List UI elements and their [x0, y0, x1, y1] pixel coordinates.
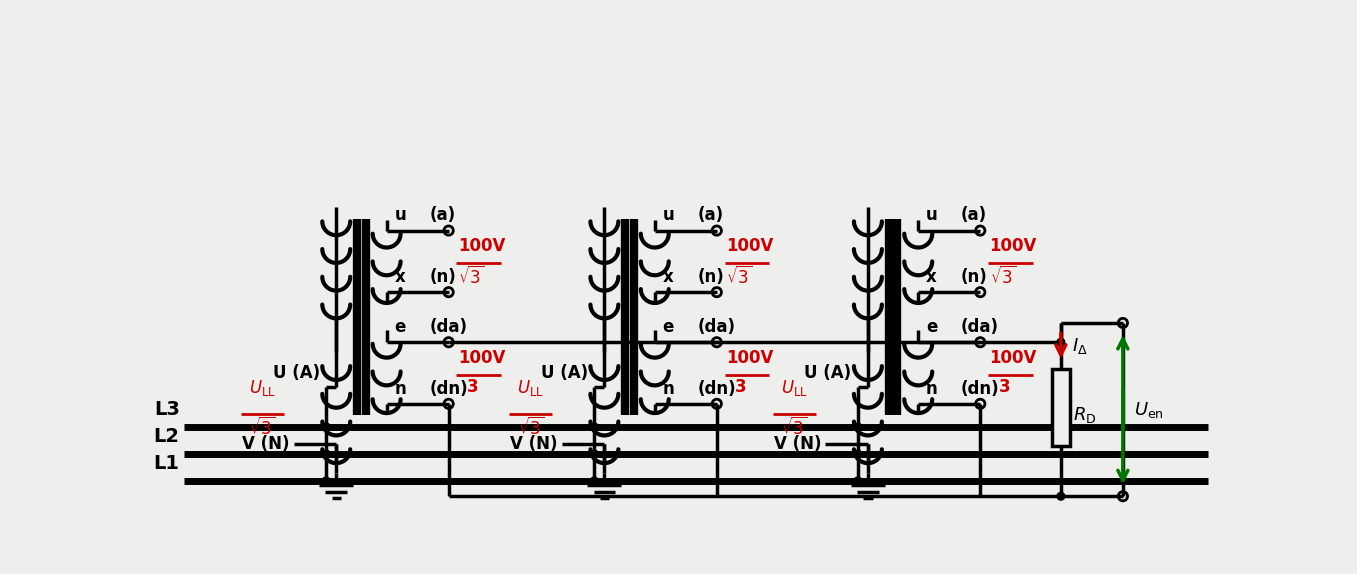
Text: x: x: [395, 268, 406, 286]
Text: 3: 3: [735, 378, 746, 395]
Text: $\sqrt{3}$: $\sqrt{3}$: [726, 266, 753, 288]
Text: (n): (n): [961, 268, 988, 286]
Text: (n): (n): [429, 268, 456, 286]
Text: n: n: [395, 379, 406, 398]
Text: L2: L2: [153, 427, 179, 446]
Text: x: x: [662, 268, 673, 286]
Text: 3: 3: [999, 378, 1011, 395]
Text: $U_{\rm LL}$: $U_{\rm LL}$: [250, 378, 275, 398]
Text: (da): (da): [961, 318, 999, 336]
Text: e: e: [925, 318, 938, 336]
Text: 100V: 100V: [726, 237, 773, 255]
Text: V (N): V (N): [773, 435, 821, 453]
Text: (dn): (dn): [429, 379, 468, 398]
Text: $\sqrt{3}$: $\sqrt{3}$: [782, 417, 807, 439]
Bar: [1052, 369, 1071, 446]
Text: U (A): U (A): [541, 364, 588, 382]
Text: L1: L1: [153, 454, 179, 473]
Text: $\sqrt{3}$: $\sqrt{3}$: [989, 266, 1016, 288]
Circle shape: [590, 450, 598, 457]
Text: n: n: [662, 379, 674, 398]
Text: (a): (a): [961, 207, 987, 224]
Text: u: u: [662, 207, 674, 224]
Text: $U_{\rm LL}$: $U_{\rm LL}$: [517, 378, 544, 398]
Text: $U_{\rm en}$: $U_{\rm en}$: [1133, 400, 1163, 420]
Text: 3: 3: [467, 378, 479, 395]
Text: $\sqrt{3}$: $\sqrt{3}$: [250, 417, 275, 439]
Text: $\sqrt{3}$: $\sqrt{3}$: [457, 266, 484, 288]
Text: e: e: [395, 318, 406, 336]
Text: $\sqrt{3}$: $\sqrt{3}$: [517, 417, 544, 439]
Text: $U_{\rm LL}$: $U_{\rm LL}$: [780, 378, 807, 398]
Circle shape: [854, 423, 862, 430]
Text: U (A): U (A): [805, 364, 852, 382]
Circle shape: [323, 450, 330, 457]
Text: 100V: 100V: [457, 349, 505, 367]
Circle shape: [590, 423, 598, 430]
Text: u: u: [925, 207, 938, 224]
Circle shape: [1057, 339, 1065, 346]
Text: u: u: [395, 207, 406, 224]
Text: L3: L3: [153, 400, 179, 419]
Circle shape: [854, 477, 862, 484]
Circle shape: [323, 477, 330, 484]
Text: (dn): (dn): [697, 379, 735, 398]
Text: (a): (a): [697, 207, 723, 224]
Circle shape: [590, 477, 598, 484]
Text: x: x: [925, 268, 936, 286]
Circle shape: [854, 450, 862, 457]
Text: V (N): V (N): [243, 435, 290, 453]
Text: e: e: [662, 318, 674, 336]
Text: 100V: 100V: [989, 237, 1037, 255]
Text: 100V: 100V: [726, 349, 773, 367]
Text: (n): (n): [697, 268, 725, 286]
Text: U (A): U (A): [273, 364, 320, 382]
Text: (da): (da): [429, 318, 467, 336]
Text: $R_{\rm D}$: $R_{\rm D}$: [1073, 405, 1096, 425]
Text: V (N): V (N): [510, 435, 558, 453]
Text: $I_\Delta$: $I_\Delta$: [1072, 336, 1087, 356]
Text: (da): (da): [697, 318, 735, 336]
Text: (dn): (dn): [961, 379, 1000, 398]
Circle shape: [1057, 492, 1065, 500]
Text: 100V: 100V: [457, 237, 505, 255]
Text: 100V: 100V: [989, 349, 1037, 367]
Text: n: n: [925, 379, 938, 398]
Circle shape: [323, 423, 330, 430]
Text: (a): (a): [429, 207, 456, 224]
